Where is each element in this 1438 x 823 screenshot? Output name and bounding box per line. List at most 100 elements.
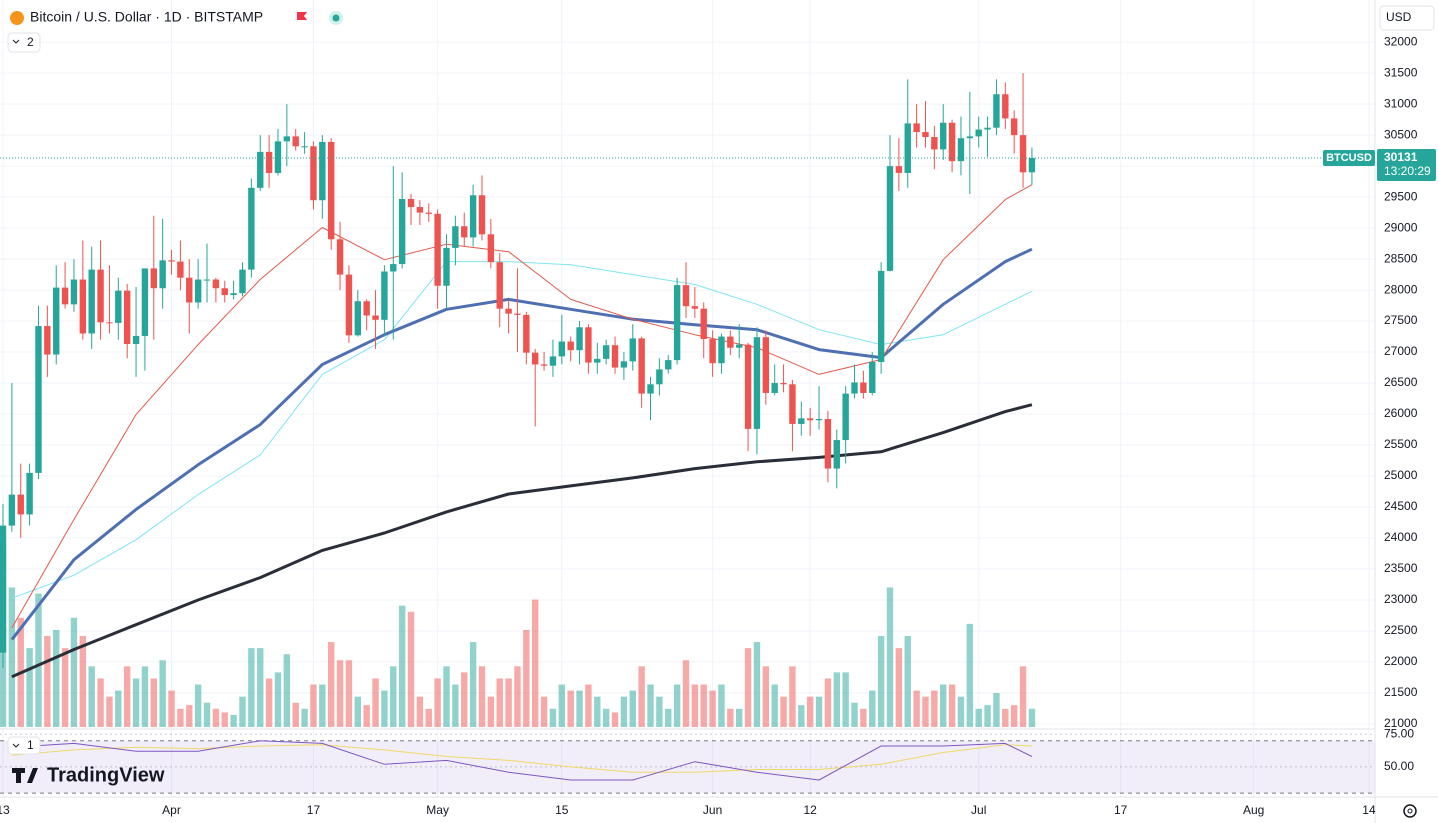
y-tick-label: 29000 [1384,220,1418,234]
volume-bar [984,705,991,727]
rsi-toggle[interactable] [7,736,41,755]
indicator-toggle[interactable] [7,32,41,53]
volume-bar [345,660,353,727]
volume-bar [869,690,876,727]
candle-body [842,393,849,441]
volume-bar [416,696,424,727]
x-tick-label: 15 [555,803,569,817]
candle-body [390,264,397,272]
candle-body [869,361,876,393]
candle-body [806,418,814,421]
candle-body [780,383,787,385]
gear-icon[interactable] [1403,804,1417,818]
candle-body [567,341,574,351]
candle-body [540,364,548,366]
volume-bar [407,611,415,727]
candle-body [673,285,681,361]
volume-bar [496,678,503,727]
volume-bar [940,684,947,727]
rsi-tick-label: 75.00 [1384,726,1414,740]
candle-body [123,290,131,344]
currency-button[interactable] [1379,5,1435,31]
candle-body [274,141,282,173]
settings[interactable] [1403,804,1417,818]
volume-bar [1028,708,1036,727]
volume-bar [815,696,823,727]
y-tick-label: 23500 [1384,561,1418,575]
candle-body [904,123,911,173]
candle-body [940,122,947,150]
candle-body [61,287,69,305]
candle-body [363,301,370,316]
volume-bar [132,678,140,727]
candle-body [895,166,903,173]
volume-bar [682,660,690,727]
volume-bar [1019,666,1027,727]
candle-body [877,270,885,362]
volume-bar [798,705,805,727]
indicator-count: 2 [27,35,34,49]
candle-body [602,345,610,359]
candle-body [26,472,33,515]
candle-body [496,262,503,309]
volume-bar [860,708,867,727]
candle-body [505,308,512,314]
moving-average [10,247,1033,641]
candle-body [17,494,24,515]
volume-bar [97,678,104,727]
volume-bar [177,708,184,727]
y-tick-label: 32000 [1384,34,1418,48]
candle-body [957,138,965,162]
candle-body [886,166,894,271]
candle-body [824,418,832,469]
candle-body [718,336,725,364]
volume-bar [70,617,78,727]
candle-body [416,207,424,213]
volume-bar [123,666,131,727]
volume-bar [257,648,264,727]
candle-body [629,338,636,362]
volume-bar [602,708,610,727]
volume-bar [390,666,397,727]
y-tick-label: 22500 [1384,623,1418,637]
candle-body [620,361,628,368]
candle-body [558,341,566,357]
volume-bar [425,708,432,727]
volume-bar [327,642,335,727]
candle-body [691,306,699,309]
y-tick-label: 30500 [1384,127,1418,141]
volume-bar [79,636,87,727]
volume-bar [88,666,95,727]
volume-bar [61,648,69,727]
volume-bar [461,672,468,727]
candle-body [700,308,707,340]
candle-body [913,123,920,133]
volume-bar [35,593,42,727]
currency: USD [1386,10,1412,24]
volume-bar [336,660,344,727]
chart-title: Bitcoin / U.S. Dollar · 1D · BITSTAMP [30,9,263,25]
volume-bar [886,587,894,727]
y-tick-label: 31500 [1384,65,1418,79]
candle-body [248,187,255,270]
volume-bar [966,623,974,727]
candle-body [656,369,663,385]
y-tick-label: 21000 [1384,716,1418,730]
candle-body [993,94,1000,128]
volume-bar [762,666,770,727]
price-tag: 30131 [1384,150,1418,164]
volume-bar [194,684,202,727]
volume-bar [274,672,282,727]
candle-body [265,151,273,173]
volume-bar [381,690,388,727]
y-tick-label: 26000 [1384,406,1418,420]
candle-body [8,494,16,526]
volume-bar [26,648,33,727]
candle-body [736,344,743,348]
candle-body [443,247,450,286]
volume-bar [203,702,211,727]
volume-bar [948,684,956,727]
